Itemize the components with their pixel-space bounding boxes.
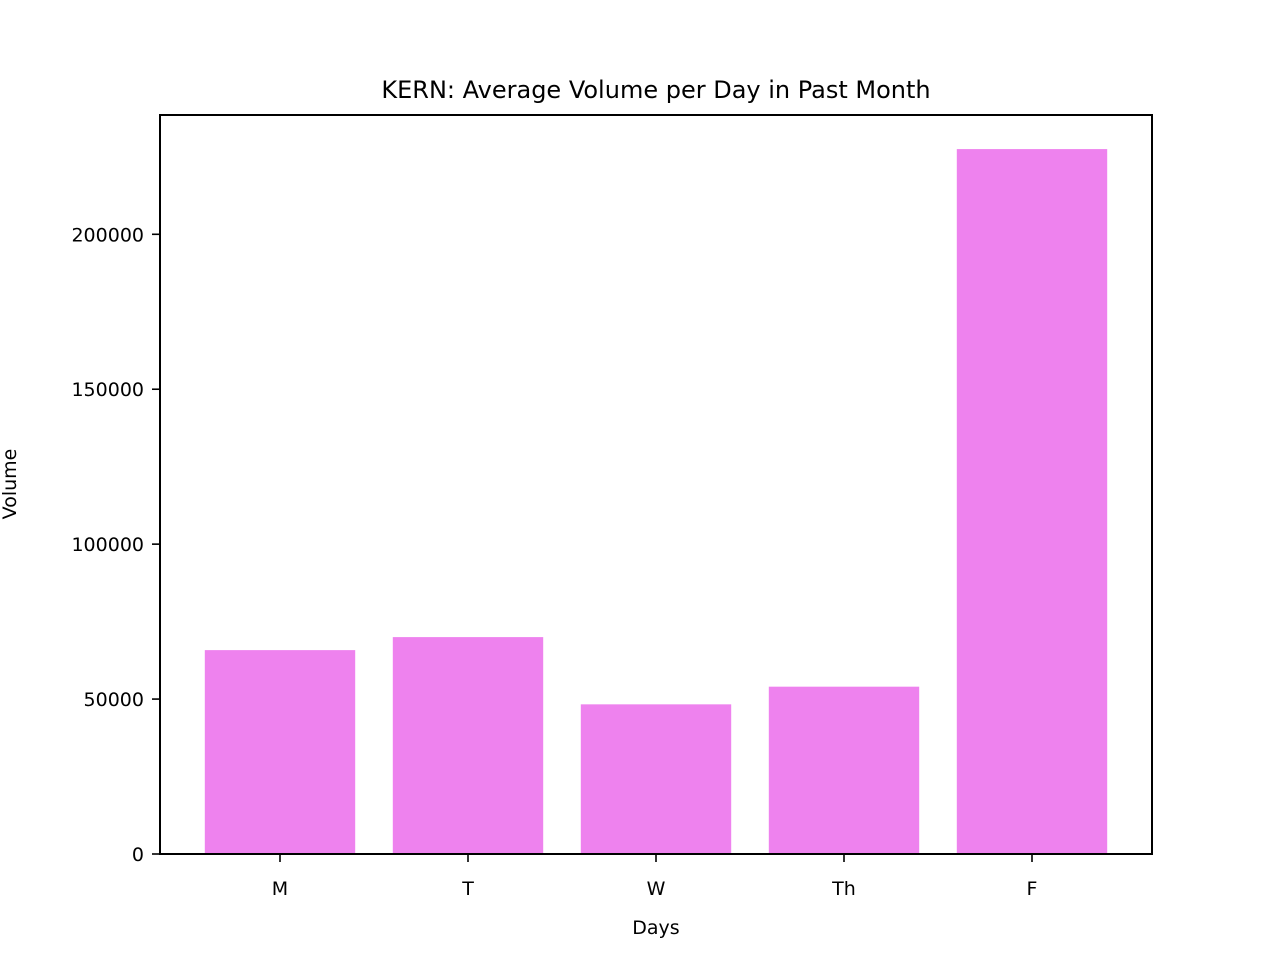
x-tick-label: W <box>647 878 666 900</box>
bar-w <box>580 704 732 854</box>
x-tick-label: F <box>1027 878 1038 900</box>
bar-m <box>204 650 356 854</box>
bar-f <box>956 149 1108 854</box>
y-axis-ticks: 0 50000 100000 150000 200000 <box>71 224 160 866</box>
y-tick-label: 100000 <box>71 534 144 556</box>
y-tick-label: 50000 <box>84 689 144 711</box>
x-tick-label: M <box>272 878 288 900</box>
x-tick-label: Th <box>831 878 856 900</box>
bars-group <box>204 149 1108 854</box>
x-tick-label: T <box>461 878 474 900</box>
plot-frame <box>159 114 1153 855</box>
x-axis-label: Days <box>632 917 679 939</box>
y-tick-label: 150000 <box>71 379 144 401</box>
chart-title: KERN: Average Volume per Day in Past Mon… <box>381 76 930 104</box>
y-tick-label: 0 <box>132 844 144 866</box>
bar-t <box>392 637 544 854</box>
y-tick-label: 200000 <box>71 224 144 246</box>
bar-th <box>768 686 920 854</box>
x-axis-ticks: M T W Th F <box>272 854 1038 900</box>
y-axis-label: Volume <box>0 449 21 520</box>
